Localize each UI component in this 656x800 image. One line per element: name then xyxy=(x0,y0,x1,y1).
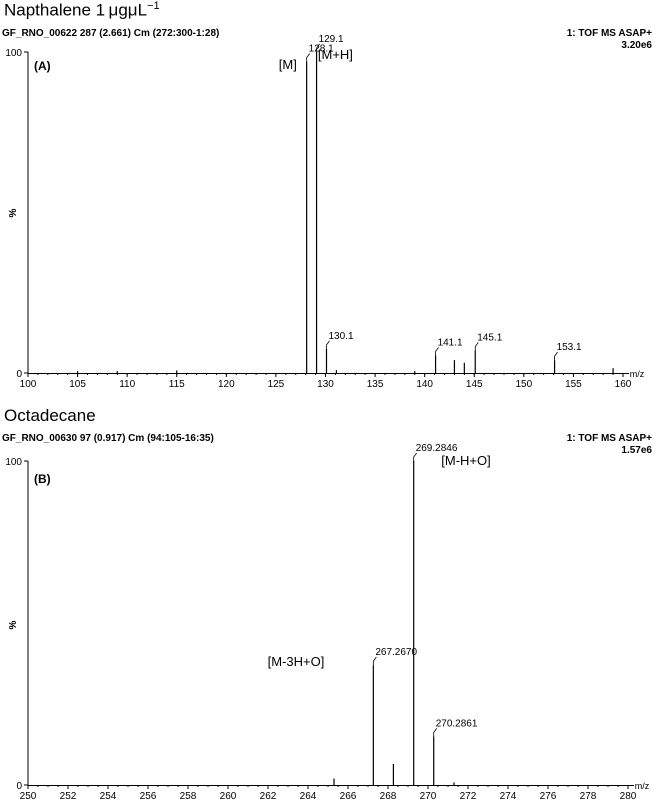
peak-label: 145.1 xyxy=(477,333,502,344)
x-tick-label: 105 xyxy=(69,379,86,390)
x-tick-label: 145 xyxy=(466,379,483,390)
x-tick-label: 252 xyxy=(60,791,77,800)
peak-label-leader xyxy=(316,43,320,52)
peak-label-leader xyxy=(433,728,438,737)
y-tick-label: 0 xyxy=(16,369,22,380)
x-axis-label: m/z xyxy=(630,369,645,379)
x-axis-label: m/z xyxy=(635,781,650,791)
x-tick-label: 125 xyxy=(268,379,285,390)
y-axis-label: % xyxy=(8,208,19,217)
x-tick-label: 160 xyxy=(615,379,632,390)
base-peak-intensity: 1.57e6 xyxy=(621,445,652,456)
peak-label-leader xyxy=(306,53,310,62)
x-tick-label: 274 xyxy=(500,791,517,800)
y-tick-label: 100 xyxy=(5,457,22,468)
scan-header: GF_RNO_00622 287 (2.661) Cm (272:300-1:2… xyxy=(2,28,220,39)
x-tick-label: 260 xyxy=(220,791,237,800)
peak-label-leader xyxy=(474,342,479,351)
peak-label-leader xyxy=(372,656,377,666)
mass-spectrum-plot: 0 100 250 252 254 256 258 260 262 264 266 268 270 272… xyxy=(5,443,650,800)
peak-label: 130.1 xyxy=(328,331,353,342)
x-tick-label: 120 xyxy=(218,379,235,390)
x-tick-label: 258 xyxy=(180,791,197,800)
spectrum-panel-a: Napthalene 1 μgμL−1 GF_RNO_00622 287 (2.… xyxy=(2,0,652,390)
peak-label-leader xyxy=(435,347,439,356)
x-tick-label: 100 xyxy=(20,379,37,390)
base-peak-intensity: 3.20e6 xyxy=(621,40,652,51)
compound-title: Octadecane xyxy=(4,406,96,425)
peak-label-leader xyxy=(554,351,558,361)
peak-label: 153.1 xyxy=(557,342,582,353)
peak-label: 128.1 xyxy=(309,44,334,55)
ion-annotation: [M-3H+O] xyxy=(268,654,325,669)
peak-label-leader xyxy=(326,340,330,349)
acquisition-mode: 1: TOF MS ASAP+ xyxy=(566,28,652,39)
acquisition-mode: 1: TOF MS ASAP+ xyxy=(566,433,652,444)
peak-label: 269.2846 xyxy=(416,443,458,454)
peak-label-leader xyxy=(413,452,418,461)
y-tick-label: 100 xyxy=(5,48,22,59)
x-tick-label: 115 xyxy=(169,379,185,390)
x-tick-label: 268 xyxy=(380,791,397,800)
x-tick-label: 130 xyxy=(317,379,334,390)
compound-title: Napthalene 1 μgμL−1 xyxy=(4,0,160,20)
x-tick-label: 276 xyxy=(540,791,557,800)
x-tick-label: 254 xyxy=(100,791,117,800)
x-tick-label: 256 xyxy=(140,791,157,800)
x-tick-label: 110 xyxy=(119,379,135,390)
y-tick-label: 0 xyxy=(16,781,22,792)
x-tick-label: 278 xyxy=(580,791,597,800)
y-axis-label: % xyxy=(8,620,19,629)
x-tick-label: 155 xyxy=(565,379,582,390)
panel-label: (A) xyxy=(34,59,51,73)
x-tick-label: 140 xyxy=(416,379,433,390)
scan-header: GF_RNO_00630 97 (0.917) Cm (94:105-16:35… xyxy=(2,433,214,444)
x-tick-label: 280 xyxy=(620,791,637,800)
ion-annotation: [M-H+O] xyxy=(441,453,490,468)
panel-label: (B) xyxy=(34,472,51,486)
peak-label: 141.1 xyxy=(438,337,463,348)
x-tick-label: 272 xyxy=(460,791,477,800)
x-tick-label: 250 xyxy=(20,791,37,800)
x-tick-label: 135 xyxy=(367,379,384,390)
ion-annotation: [M+H] xyxy=(318,47,353,62)
x-tick-label: 266 xyxy=(340,791,357,800)
peak-label: 267.2670 xyxy=(375,647,417,658)
x-tick-label: 262 xyxy=(260,791,277,800)
x-tick-label: 150 xyxy=(515,379,532,390)
peak-label: 270.2861 xyxy=(436,718,478,729)
ion-annotation: [M] xyxy=(279,57,297,72)
spectrum-panel-b: Octadecane GF_RNO_00630 97 (0.917) Cm (9… xyxy=(0,400,656,800)
x-tick-label: 264 xyxy=(300,791,317,800)
peak-label: 129.1 xyxy=(319,34,344,45)
x-tick-label: 270 xyxy=(420,791,437,800)
